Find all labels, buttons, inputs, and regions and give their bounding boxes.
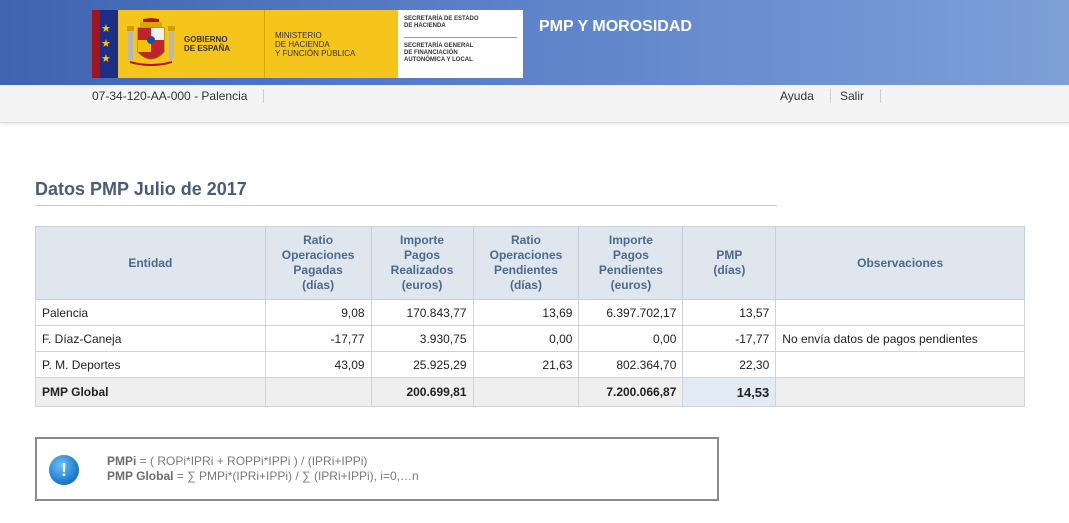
total-empty-cell [264, 377, 372, 407]
cell-pmp: 22,30 [682, 351, 777, 378]
gov-emblem-block: GOBIERNO DE ESPAÑA [118, 10, 264, 78]
header-banner: ★ ★ ★ GOBIERNO DE ESPAÑA [0, 0, 1069, 85]
header-entity: Entidad [35, 226, 266, 300]
table-header-row: Entidad Ratio Operaciones Pagadas (días) Im… [35, 226, 1025, 300]
pmp-table: Entidad Ratio Operaciones Pagadas (días) Im… [35, 226, 1025, 407]
header-ratio-pending: Ratio Operaciones Pendientes (días) [472, 226, 580, 300]
header-amount-paid: Importe Pagos Realizados (euros) [370, 226, 474, 300]
gov-text: GOBIERNO DE ESPAÑA [184, 35, 231, 53]
cell-pmp: -17,77 [682, 325, 777, 352]
cell-amount-pending: 6.397.702,17 [578, 299, 684, 326]
table-row: Palencia 9,08 170.843,77 13,69 6.397.702… [35, 299, 1025, 326]
page-title: Datos PMP Julio de 2017 [35, 179, 247, 199]
help-link[interactable]: Ayuda [780, 89, 831, 103]
cell-pmp: 13,57 [682, 299, 777, 326]
cell-ratio-paid: 43,09 [264, 351, 372, 378]
total-row: PMP Global 200.699,81 7.200.066,87 14,53 [35, 377, 1025, 407]
ministry-text: MINISTERIO DE HACIENDA Y FUNCIÓN PÚBLICA [264, 10, 398, 78]
app-title: PMP Y MOROSIDAD [539, 18, 692, 35]
total-amount-pending: 7.200.066,87 [578, 377, 684, 407]
formula-pmp-global: PMP Global = ∑ PMPi*(IPRi+IPPi) / ∑ (IPR… [107, 469, 419, 483]
government-logo: ★ ★ ★ GOBIERNO DE ESPAÑA [92, 10, 523, 78]
total-pmp: 14,53 [682, 377, 777, 407]
formula-pmpi: PMPi = ( ROPi*IPRi + ROPPi*IPPi ) / (IPR… [107, 454, 368, 468]
total-amount-paid: 200.699,81 [370, 377, 474, 407]
total-empty-cell [775, 377, 1025, 407]
logout-link[interactable]: Salir [840, 89, 882, 103]
star-icon: ★ [101, 23, 111, 35]
coat-of-arms-icon [127, 18, 175, 66]
cell-amount-pending: 802.364,70 [578, 351, 684, 378]
cell-amount-paid: 25.925,29 [370, 351, 474, 378]
total-label: PMP Global [35, 377, 266, 407]
cell-ratio-paid: 9,08 [264, 299, 372, 326]
cell-amount-paid: 170.843,77 [370, 299, 474, 326]
formula-info-box: ! PMPi = ( ROPi*IPRi + ROPPi*IPPi ) / (I… [35, 437, 719, 501]
cell-ratio-paid: -17,77 [264, 325, 372, 352]
subnav-bar: 07-34-120-AA-000 - Palencia Ayuda Salir [0, 85, 1069, 123]
entity-code: 07-34-120-AA-000 - Palencia [92, 89, 265, 103]
info-icon: ! [49, 455, 79, 485]
header-observations: Observaciones [775, 226, 1025, 300]
header-pmp: PMP (días) [682, 226, 777, 300]
cell-amount-paid: 3.930,75 [370, 325, 474, 352]
cell-entity: F. Díaz-Caneja [35, 325, 266, 352]
cell-ratio-pending: 13,69 [472, 299, 580, 326]
cell-ratio-pending: 21,63 [472, 351, 580, 378]
title-divider [35, 205, 777, 206]
cell-entity: Palencia [35, 299, 266, 326]
star-icon: ★ [101, 53, 111, 65]
table-row: F. Díaz-Caneja -17,77 3.930,75 0,00 0,00… [35, 325, 1025, 352]
cell-observations: No envía datos de pagos pendientes [775, 325, 1025, 352]
cell-observations [775, 299, 1025, 326]
flag-strip: ★ ★ ★ [92, 10, 118, 78]
secretariat-text: SECRETARÍA DE ESTADO DE HACIENDA SECRETA… [398, 10, 523, 78]
header-amount-pending: Importe Pagos Pendientes (euros) [578, 226, 684, 300]
star-icon: ★ [101, 38, 111, 50]
table-row: P. M. Deportes 43,09 25.925,29 21,63 802… [35, 351, 1025, 378]
cell-amount-pending: 0,00 [578, 325, 684, 352]
cell-entity: P. M. Deportes [35, 351, 266, 378]
total-empty-cell [472, 377, 580, 407]
cell-ratio-pending: 0,00 [472, 325, 580, 352]
cell-observations [775, 351, 1025, 378]
header-ratio-paid: Ratio Operaciones Pagadas (días) [264, 226, 372, 300]
